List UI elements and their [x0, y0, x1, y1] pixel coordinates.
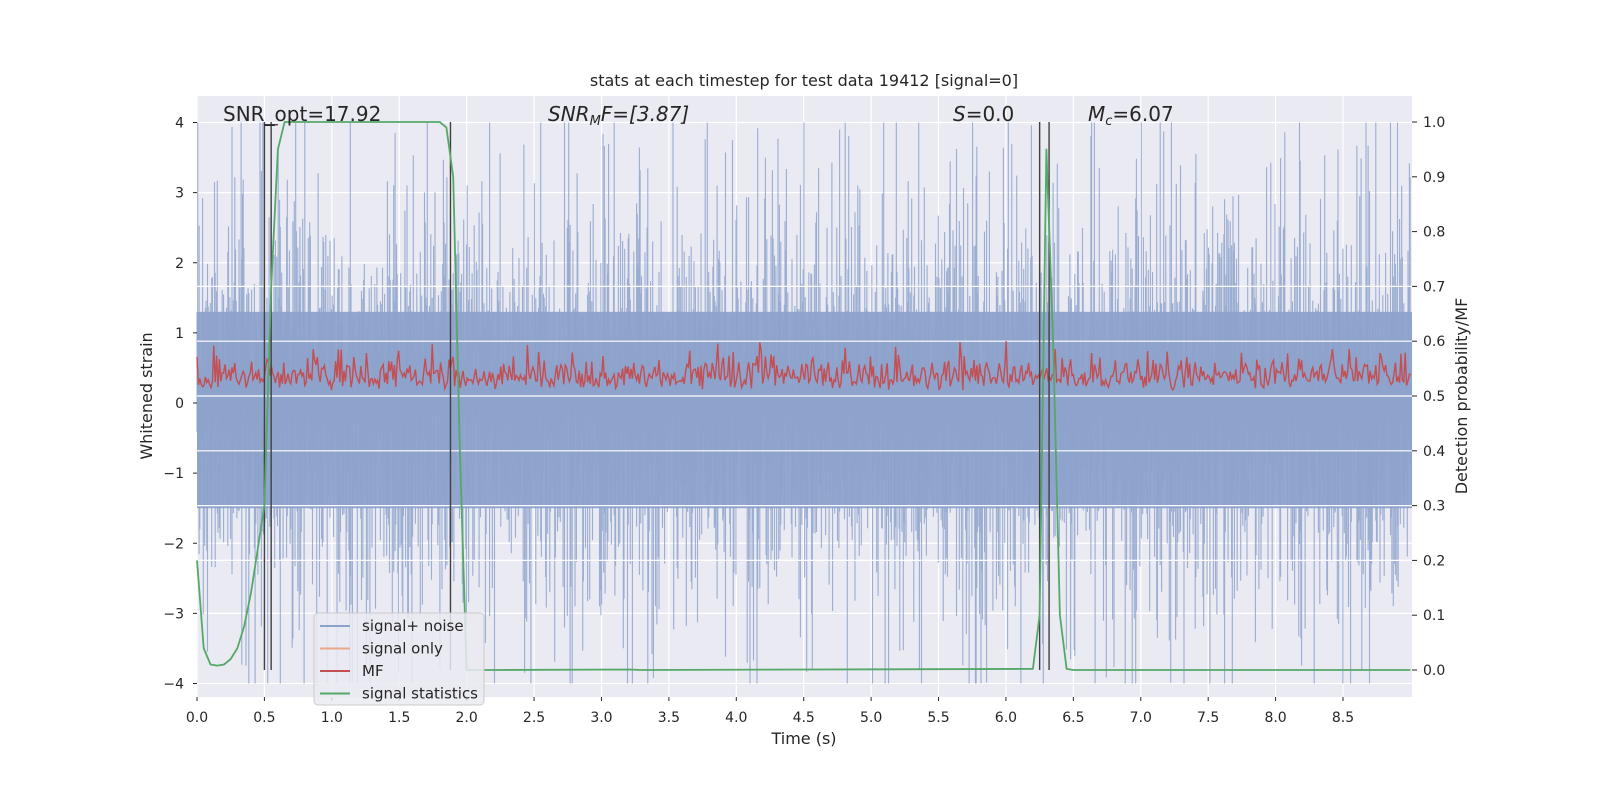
x-tick-label: 0.0 [186, 710, 208, 726]
x-tick-label: 7.0 [1130, 710, 1152, 726]
signal-statistics-line [196, 121, 1411, 671]
annotation-s-rest: =0.0 [966, 102, 1015, 126]
x-tick-label: 8.0 [1264, 710, 1286, 726]
x-tick-label: 6.0 [995, 710, 1017, 726]
signal-statistics-series [196, 121, 1411, 671]
x-tick-labels: 0.0 0.5 1.0 1.5 2.0 2.5 3.0 3.5 4.0 4.5 5.0 5.5 6.0 6… [186, 697, 1354, 726]
annotation-snr-opt: SNR_opt=17.92 [223, 102, 381, 126]
y-left-tick-labels: 4 3 2 1 0 −1 −2 −3 −4 [163, 116, 197, 693]
x-tick-label: 1.5 [388, 710, 410, 726]
legend: signal+ noise signal only MF signal statist… [313, 612, 485, 706]
y-right-tick-label: 0.0 [1423, 663, 1445, 679]
x-tick-label: 8.5 [1332, 710, 1354, 726]
y-left-tick-label: 0 [175, 396, 184, 412]
annotation-snr-mf-rest: F=[3.87] [601, 102, 689, 126]
y-left-tick-label: −2 [163, 536, 184, 552]
y-left-tick-label: −4 [163, 677, 184, 693]
x-tick-label: 4.5 [793, 710, 815, 726]
y-right-tick-label: 0.2 [1423, 553, 1445, 569]
y-left-tick-label: 2 [175, 256, 184, 272]
y-right-tick-label: 0.1 [1423, 608, 1445, 624]
x-tick-label: 3.0 [590, 710, 612, 726]
y-right-tick-label: 0.4 [1423, 444, 1445, 460]
x-tick-label: 0.5 [253, 710, 275, 726]
y-right-tick-labels: 1.0 0.9 0.8 0.7 0.6 0.5 0.4 0.3 0.2 0.1 0.0 [1412, 115, 1445, 679]
y-right-axis-label: Detection probability/MF [1452, 298, 1471, 495]
x-tick-label: 7.5 [1197, 710, 1219, 726]
x-tick-label: 2.0 [456, 710, 478, 726]
chart-title: stats at each timestep for test data 194… [590, 71, 1018, 90]
annotation-mc-main: M [1088, 102, 1105, 126]
legend-box [313, 612, 485, 706]
y-right-tick-label: 0.9 [1423, 170, 1445, 186]
annotation-snr-mf: SNRMF=[3.87] [548, 102, 689, 129]
annotation-mc-sub: c [1105, 114, 1112, 129]
x-tick-label: 6.5 [1062, 710, 1084, 726]
y-right-tick-label: 0.7 [1423, 279, 1445, 295]
legend-label: MF [362, 662, 384, 680]
annotation-s-var: S [953, 102, 966, 126]
legend-label: signal only [362, 640, 443, 658]
y-left-tick-label: −3 [163, 606, 184, 622]
x-tick-label: 5.0 [860, 710, 882, 726]
legend-label: signal statistics [362, 685, 478, 703]
annotation-mc-rest: =6.07 [1112, 102, 1173, 126]
mf-line [196, 341, 1411, 392]
grid-horizontal-right [197, 285, 1412, 562]
annotation-mc: Mc=6.07 [1088, 102, 1174, 129]
y-right-tick-label: 0.8 [1423, 225, 1445, 241]
x-axis-label: Time (s) [770, 729, 836, 748]
x-tick-label: 3.5 [658, 710, 680, 726]
signal-noise-series [196, 122, 1413, 684]
signal-noise-band [197, 311, 1412, 509]
y-right-tick-label: 0.3 [1423, 499, 1445, 515]
annotation-snr-mf-sub: M [590, 114, 601, 129]
annotation-s: S=0.0 [953, 102, 1014, 126]
y-right-tick-label: 0.5 [1423, 389, 1445, 405]
y-right-tick-label: 0.6 [1423, 334, 1445, 350]
y-left-tick-label: 1 [175, 326, 184, 342]
x-tick-label: 5.5 [927, 710, 949, 726]
y-left-tick-label: 4 [175, 116, 184, 132]
y-right-tick-label: 1.0 [1423, 115, 1445, 131]
legend-label: signal+ noise [362, 617, 464, 635]
y-left-tick-label: −1 [163, 466, 184, 482]
annotation-snr-mf-main: SNR [548, 102, 590, 126]
y-left-axis-label: Whitened strain [137, 332, 156, 459]
mf-series [196, 341, 1411, 392]
x-tick-label: 2.5 [523, 710, 545, 726]
x-tick-label: 4.0 [725, 710, 747, 726]
x-tick-label: 1.0 [321, 710, 343, 726]
y-left-tick-label: 3 [175, 186, 184, 202]
